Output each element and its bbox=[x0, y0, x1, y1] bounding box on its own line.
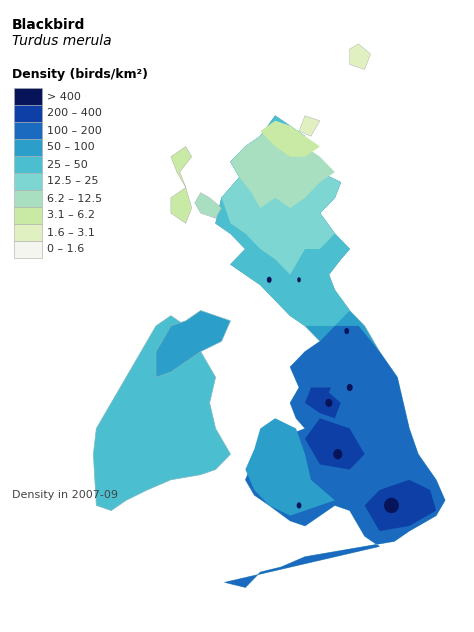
Bar bbox=[14, 88, 42, 105]
Bar bbox=[14, 173, 42, 190]
Polygon shape bbox=[230, 121, 335, 208]
Polygon shape bbox=[216, 116, 350, 326]
Ellipse shape bbox=[297, 277, 301, 283]
Polygon shape bbox=[260, 121, 320, 157]
Text: 50 – 100: 50 – 100 bbox=[47, 142, 95, 152]
Polygon shape bbox=[365, 480, 436, 531]
Text: 6.2 – 12.5: 6.2 – 12.5 bbox=[47, 193, 102, 204]
Text: Turdus merula: Turdus merula bbox=[12, 34, 111, 48]
Polygon shape bbox=[195, 193, 221, 218]
Ellipse shape bbox=[297, 502, 301, 509]
Polygon shape bbox=[246, 418, 335, 516]
Bar bbox=[14, 207, 42, 224]
Polygon shape bbox=[329, 377, 365, 403]
Polygon shape bbox=[350, 44, 371, 70]
Bar bbox=[14, 156, 42, 173]
Polygon shape bbox=[299, 116, 320, 137]
Bar bbox=[14, 122, 42, 139]
Ellipse shape bbox=[267, 277, 272, 283]
Bar bbox=[14, 241, 42, 258]
Polygon shape bbox=[221, 121, 341, 275]
Polygon shape bbox=[305, 418, 365, 470]
Text: 25 – 50: 25 – 50 bbox=[47, 159, 88, 169]
Bar bbox=[14, 105, 42, 122]
Ellipse shape bbox=[346, 384, 353, 391]
Bar bbox=[14, 224, 42, 241]
Text: 0 – 1.6: 0 – 1.6 bbox=[47, 245, 84, 255]
Ellipse shape bbox=[325, 399, 332, 407]
Text: 1.6 – 3.1: 1.6 – 3.1 bbox=[47, 228, 95, 238]
Polygon shape bbox=[156, 310, 230, 377]
Text: > 400: > 400 bbox=[47, 92, 81, 102]
Text: 200 – 400: 200 – 400 bbox=[47, 109, 102, 119]
Text: 3.1 – 6.2: 3.1 – 6.2 bbox=[47, 210, 95, 221]
Ellipse shape bbox=[384, 498, 399, 513]
Text: Density in 2007-09: Density in 2007-09 bbox=[12, 490, 118, 500]
Bar bbox=[14, 190, 42, 207]
Polygon shape bbox=[93, 316, 230, 511]
Ellipse shape bbox=[333, 449, 342, 459]
Polygon shape bbox=[305, 387, 341, 418]
Polygon shape bbox=[225, 326, 445, 588]
Ellipse shape bbox=[344, 328, 349, 334]
Text: 12.5 – 25: 12.5 – 25 bbox=[47, 176, 99, 186]
Text: Blackbird: Blackbird bbox=[12, 18, 85, 32]
Bar bbox=[14, 139, 42, 156]
Polygon shape bbox=[216, 116, 445, 588]
Text: 100 – 200: 100 – 200 bbox=[47, 126, 102, 135]
Polygon shape bbox=[171, 147, 191, 223]
Text: Density (birds/km²): Density (birds/km²) bbox=[12, 68, 148, 81]
